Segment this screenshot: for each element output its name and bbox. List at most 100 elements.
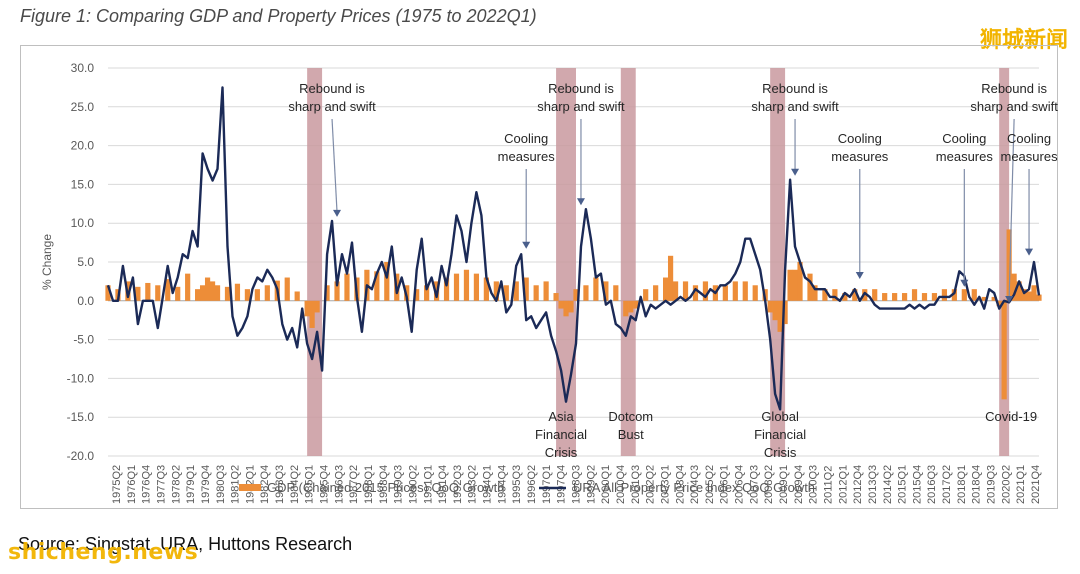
gdp-bar bbox=[892, 293, 898, 301]
x-tick-label: 2002Q2 bbox=[645, 465, 657, 504]
gdp-bar bbox=[951, 289, 957, 301]
x-tick-label: 1995Q3 bbox=[511, 465, 523, 504]
gdp-bar bbox=[692, 285, 699, 301]
gdp-bar bbox=[633, 300, 639, 309]
annotation-label: Cooling measures bbox=[936, 131, 994, 164]
price-index-line bbox=[106, 86, 1041, 411]
x-tick-label: 2004Q3 bbox=[689, 465, 701, 504]
gdp-bar bbox=[334, 281, 340, 301]
annotation-label: Dotcom Bust bbox=[608, 409, 653, 442]
y-tick-label: -5.0 bbox=[73, 333, 94, 347]
y-tick-label: -20.0 bbox=[67, 449, 95, 463]
y-tick-label: 0.0 bbox=[77, 294, 94, 308]
gdp-bar bbox=[105, 285, 111, 301]
gdp-bar bbox=[483, 277, 489, 301]
x-tick-label: 1976Q1 bbox=[126, 465, 138, 504]
gdp-bar bbox=[284, 277, 290, 301]
annotations: Rebound is sharp and swift Rebound is sharp… bbox=[288, 81, 1058, 460]
gdp-bar bbox=[224, 286, 231, 301]
gdp-bar bbox=[563, 300, 569, 317]
gdp-bar bbox=[971, 289, 977, 301]
gdp-bar bbox=[1006, 229, 1012, 301]
shaded-period bbox=[770, 68, 786, 456]
shaded-periods bbox=[307, 68, 1010, 456]
arrow-head bbox=[576, 198, 585, 206]
gdp-bar bbox=[543, 281, 549, 301]
gdp-bar bbox=[195, 289, 201, 301]
source-note: Source: Singstat, URA, Huttons Research bbox=[18, 534, 353, 554]
gdp-bar bbox=[234, 283, 241, 301]
y-axis-label: % Change bbox=[40, 234, 54, 290]
gdp-bar bbox=[667, 255, 674, 301]
x-tick-label: 1990Q2 bbox=[407, 465, 419, 504]
x-tick-label: 2009Q4 bbox=[793, 465, 805, 504]
gdp-bar bbox=[533, 285, 539, 301]
x-tick-label: 1979Q1 bbox=[185, 465, 197, 504]
x-tick-label: 2014Q2 bbox=[882, 465, 894, 504]
gdp-bar bbox=[807, 273, 813, 301]
figure-title: Figure 1: Comparing GDP and Property Pri… bbox=[20, 6, 537, 26]
y-tick-label: -10.0 bbox=[67, 371, 95, 385]
x-tick-label: 1998Q3 bbox=[571, 465, 583, 504]
gdp-bar bbox=[732, 281, 738, 301]
x-tick-label: 2000Q1 bbox=[600, 465, 612, 504]
annotation-arrow bbox=[1008, 118, 1015, 299]
gdp-bar bbox=[165, 279, 171, 301]
gdp-bar bbox=[503, 285, 509, 301]
shaded-period bbox=[620, 68, 636, 456]
x-tick-label: 1985Q4 bbox=[319, 465, 331, 504]
gdp-bar bbox=[304, 300, 310, 317]
annotation-label: Rebound is sharp and swift bbox=[288, 81, 376, 114]
gdp-bar bbox=[872, 289, 878, 301]
watermark-english: shicheng.news bbox=[8, 540, 199, 565]
gdp-bar bbox=[613, 285, 619, 301]
x-tick-label: 2021Q1 bbox=[1015, 465, 1027, 504]
gdp-bar bbox=[583, 285, 589, 301]
gdp-bar bbox=[384, 262, 390, 301]
x-tick-label: 2015Q4 bbox=[911, 465, 923, 504]
gdp-bar bbox=[493, 281, 499, 301]
annotation-label: Cooling measures bbox=[498, 131, 556, 164]
y-tick-label: 30.0 bbox=[71, 61, 95, 75]
gdp-bar bbox=[882, 293, 888, 301]
legend-label-gdp: GDP (Chained 2015 Prices) QoQ Growth bbox=[267, 480, 504, 495]
x-tick-label: 1989Q3 bbox=[393, 465, 405, 504]
x-tick-label: 1997Q1 bbox=[541, 465, 553, 504]
x-tick-label: 1991Q1 bbox=[422, 465, 434, 504]
axes: 30.0 25.0 20.0 15.0 10.0 5.0 0.0 -5.0 -10.0 -15.0… bbox=[40, 61, 1042, 504]
arrow-head bbox=[1025, 248, 1034, 256]
x-tick-label: 2019Q3 bbox=[986, 465, 998, 504]
gdp-bar bbox=[264, 285, 270, 301]
gdp-bar bbox=[1031, 285, 1037, 301]
x-tick-label: 2020Q2 bbox=[1000, 465, 1012, 504]
x-tick-label: 1992Q3 bbox=[452, 465, 464, 504]
y-tick-label: 20.0 bbox=[71, 139, 95, 153]
gdp-bar bbox=[473, 273, 480, 301]
gdp-bar bbox=[1026, 291, 1032, 301]
x-tick-label: 2018Q1 bbox=[956, 465, 968, 504]
x-tick-label: 2003Q4 bbox=[674, 465, 686, 504]
gdp-bar bbox=[812, 285, 818, 301]
y-tick-label: -15.0 bbox=[67, 410, 95, 424]
gdp-bar bbox=[672, 281, 679, 301]
gdp-bar bbox=[792, 269, 798, 301]
x-tick-label: 1981Q2 bbox=[230, 465, 242, 504]
annotation-label: Covid-19 bbox=[985, 409, 1037, 424]
shaded-period bbox=[307, 68, 323, 456]
gdp-bar bbox=[244, 289, 251, 301]
x-tick-label: 1994Q4 bbox=[496, 465, 508, 504]
gdp-bar bbox=[921, 293, 928, 301]
legend-label-line: URA All Property Price Index QoQ Growth bbox=[573, 480, 815, 495]
gdp-bar bbox=[145, 282, 151, 301]
gdp-bar bbox=[682, 281, 689, 301]
gdp-bar bbox=[573, 289, 579, 301]
x-tick-label: 1979Q4 bbox=[200, 465, 212, 504]
x-tick-label: 2012Q4 bbox=[852, 465, 864, 504]
gdp-bar bbox=[593, 277, 599, 301]
x-tick-label: 1997Q4 bbox=[556, 465, 568, 504]
x-tick-label: 2021Q4 bbox=[1030, 465, 1042, 504]
gdp-bar bbox=[414, 289, 420, 301]
gdp-bar bbox=[603, 281, 609, 301]
gdp-bar bbox=[628, 300, 634, 313]
x-tick-label: 1975Q2 bbox=[111, 465, 123, 504]
